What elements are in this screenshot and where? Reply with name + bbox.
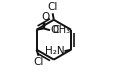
Text: CH₃: CH₃: [52, 25, 70, 35]
Text: O: O: [50, 25, 59, 35]
Text: O: O: [41, 12, 49, 22]
Text: Cl: Cl: [48, 2, 58, 12]
Text: H₂N: H₂N: [44, 46, 64, 56]
Text: Cl: Cl: [33, 57, 44, 67]
